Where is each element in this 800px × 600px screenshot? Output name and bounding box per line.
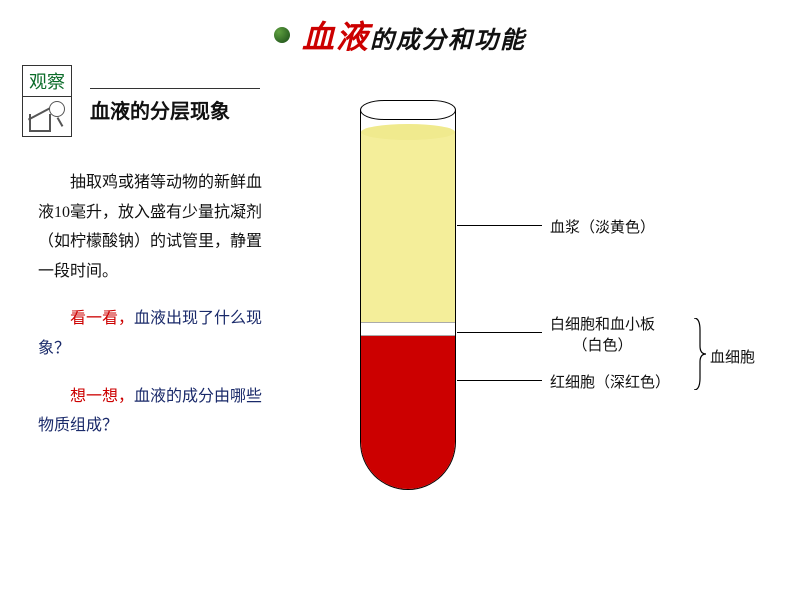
subtitle-text: 血液的分层现象	[90, 95, 260, 124]
magnify-handle-icon	[57, 117, 64, 127]
label-buffy-line2: （白色）	[573, 338, 633, 354]
label-plasma: 血浆（淡黄色）	[550, 216, 655, 237]
leader-line-plasma	[457, 225, 542, 226]
subtitle-overline	[90, 88, 260, 89]
observe-icon	[22, 97, 72, 137]
plasma-surface	[361, 124, 455, 140]
body-text: 抽取鸡或猪等动物的新鲜血液10毫升，放入盛有少量抗凝剂（如柠檬酸钠）的试管里，静…	[38, 168, 268, 459]
buffy-coat-layer	[361, 322, 455, 336]
magnify-circle-icon	[49, 101, 65, 117]
paragraph-2: 看一看，血液出现了什么现象？	[38, 304, 268, 363]
observe-label: 观察	[22, 65, 72, 97]
subtitle-block: 血液的分层现象	[90, 88, 260, 124]
label-blood-cells: 血细胞	[710, 346, 755, 367]
brace-icon	[692, 318, 706, 390]
label-buffy-line1: 白细胞和血小板	[550, 317, 655, 333]
tube-rim	[360, 100, 456, 120]
paragraph-1: 抽取鸡或猪等动物的新鲜血液10毫升，放入盛有少量抗凝剂（如柠檬酸钠）的试管里，静…	[38, 168, 268, 286]
p2-prompt: 看一看，	[70, 310, 134, 327]
leader-line-rbc	[457, 380, 542, 381]
tube-body	[360, 110, 456, 490]
rbc-layer	[361, 336, 455, 489]
paragraph-3: 想一想，血液的成分由哪些物质组成？	[38, 382, 268, 441]
title: 血液的成分和功能	[302, 12, 526, 58]
label-buffy: 白细胞和血小板 （白色）	[550, 315, 655, 357]
bullet-dot-icon	[274, 27, 290, 43]
page-header: 血液的成分和功能	[0, 0, 800, 66]
title-red: 血液	[302, 19, 370, 55]
plasma-layer	[361, 132, 455, 322]
leader-line-buffy	[457, 332, 542, 333]
p3-prompt: 想一想，	[70, 388, 134, 405]
test-tube-diagram: 血浆（淡黄色） 白细胞和血小板 （白色） 红细胞（深红色） 血细胞	[320, 100, 760, 540]
observe-badge: 观察	[22, 65, 72, 137]
label-rbc: 红细胞（深红色）	[550, 371, 670, 392]
title-black: 的成分和功能	[370, 28, 526, 54]
